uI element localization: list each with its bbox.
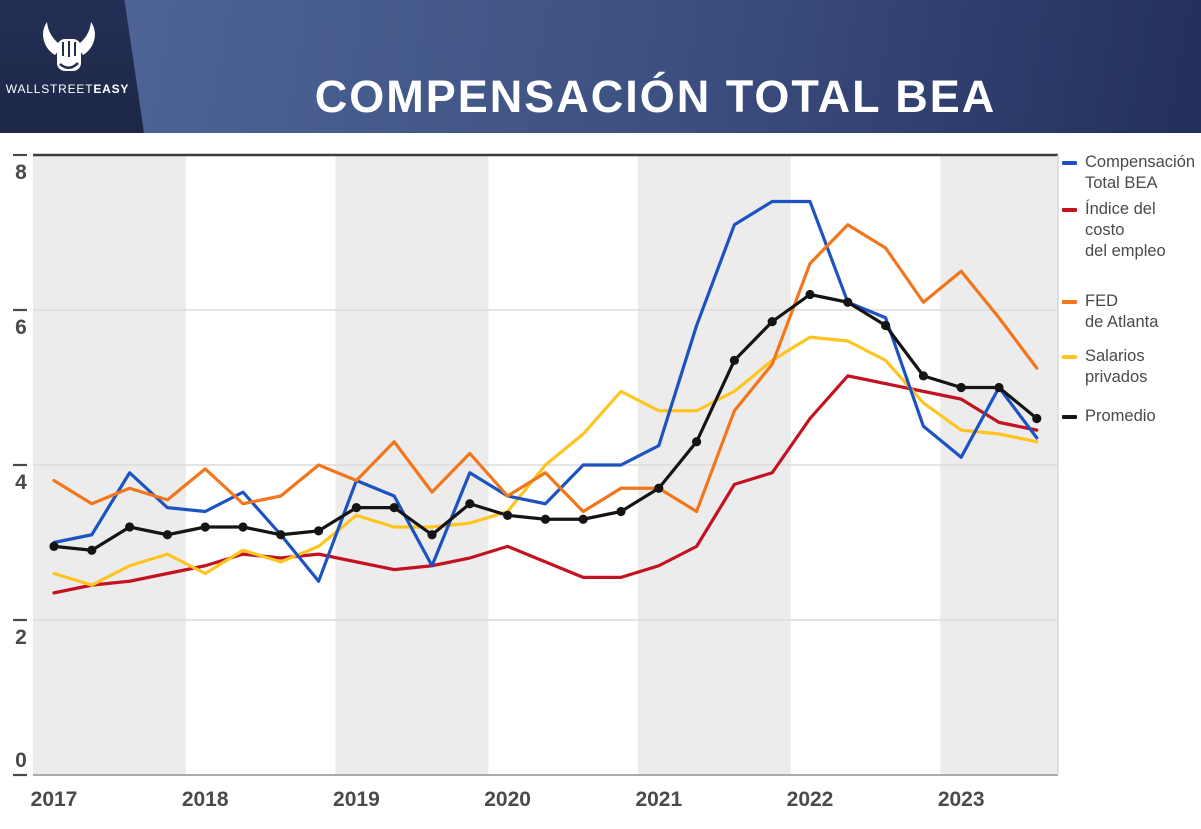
- series-marker-dot: [162, 530, 172, 540]
- brand-wordmark: WALLSTREETEASY: [0, 82, 135, 96]
- series-marker-dot: [540, 514, 551, 524]
- header-banner: WALLSTREETEASY COMPENSACIÓN TOTAL BEA: [0, 0, 1201, 133]
- y-axis-label: 8: [15, 161, 27, 184]
- series-marker-dot: [49, 541, 59, 551]
- series-line: [52, 223, 1039, 514]
- legend-color-dash: [1062, 355, 1077, 359]
- x-axis-year-label: 2019: [333, 788, 380, 811]
- x-axis-year-label: 2020: [484, 788, 531, 811]
- legend-item: Salarios privados: [1062, 346, 1198, 388]
- series-marker-dot: [729, 355, 740, 365]
- x-axis-year-label: 2022: [787, 788, 834, 811]
- legend-item: Índice del costo del empleo: [1062, 199, 1198, 262]
- chart-legend: Compensación Total BEA Índice del costo de…: [1062, 152, 1198, 427]
- series-line: [52, 374, 1039, 595]
- x-axis-year-label: 2023: [938, 788, 985, 811]
- y-axis-label: 6: [15, 316, 27, 339]
- legend-item: Promedio: [1062, 406, 1198, 427]
- series-marker-dot: [692, 437, 702, 447]
- legend-item: FED de Atlanta: [1062, 291, 1198, 333]
- bull-fist-icon: [43, 22, 95, 71]
- legend-color-dash: [1062, 208, 1077, 212]
- legend-color-dash: [1062, 161, 1077, 165]
- y-axis-label: 2: [15, 626, 27, 649]
- series-marker-dot: [881, 320, 891, 331]
- series-marker-dot: [465, 499, 475, 509]
- series-marker-dot: [843, 297, 853, 307]
- series-marker-dot: [87, 545, 97, 555]
- series-marker-dot: [578, 514, 588, 524]
- brand-wordmark-bold: EASY: [93, 82, 130, 96]
- series-marker-dot: [200, 522, 210, 532]
- legend-item-label: Promedio: [1085, 407, 1156, 425]
- y-axis-label: 4: [15, 471, 27, 494]
- series-marker-dot: [654, 483, 664, 493]
- x-axis-year-label: 2018: [182, 788, 229, 811]
- legend-item-label: Salarios privados: [1085, 347, 1148, 386]
- series-marker-dot: [503, 510, 513, 520]
- series-marker-dot: [1032, 413, 1042, 424]
- series-marker-dot: [956, 382, 966, 393]
- legend-item-label: Compensación Total BEA: [1085, 153, 1196, 192]
- series-marker-dot: [351, 503, 361, 513]
- x-axis-year-label: 2021: [635, 788, 682, 811]
- series-marker-dot: [805, 289, 815, 300]
- series-marker-dot: [238, 522, 248, 532]
- legend-color-dash: [1062, 415, 1077, 419]
- series-marker-dot: [767, 317, 777, 327]
- legend-color-dash: [1062, 300, 1077, 304]
- series-line: [52, 335, 1039, 587]
- legend-item: Compensación Total BEA: [1062, 152, 1198, 194]
- series-marker-dot: [389, 503, 399, 513]
- series-marker-dot: [918, 371, 929, 381]
- series-marker-dot: [427, 530, 437, 540]
- series-marker-dot: [994, 382, 1004, 393]
- series-marker-dot: [125, 522, 135, 532]
- x-axis-year-label: 2017: [31, 788, 78, 811]
- series-marker-dot: [276, 530, 286, 540]
- series-marker-dot: [314, 526, 324, 536]
- legend-item-label: Índice del costo del empleo: [1085, 200, 1166, 260]
- series-line: [52, 199, 1039, 583]
- page-title: COMPENSACIÓN TOTAL BEA: [314, 70, 997, 122]
- legend-item-label: FED de Atlanta: [1085, 292, 1159, 331]
- series-marker-dot: [616, 506, 626, 517]
- brand-wordmark-light: WALLSTREET: [5, 82, 94, 96]
- y-axis-label: 0: [15, 749, 27, 772]
